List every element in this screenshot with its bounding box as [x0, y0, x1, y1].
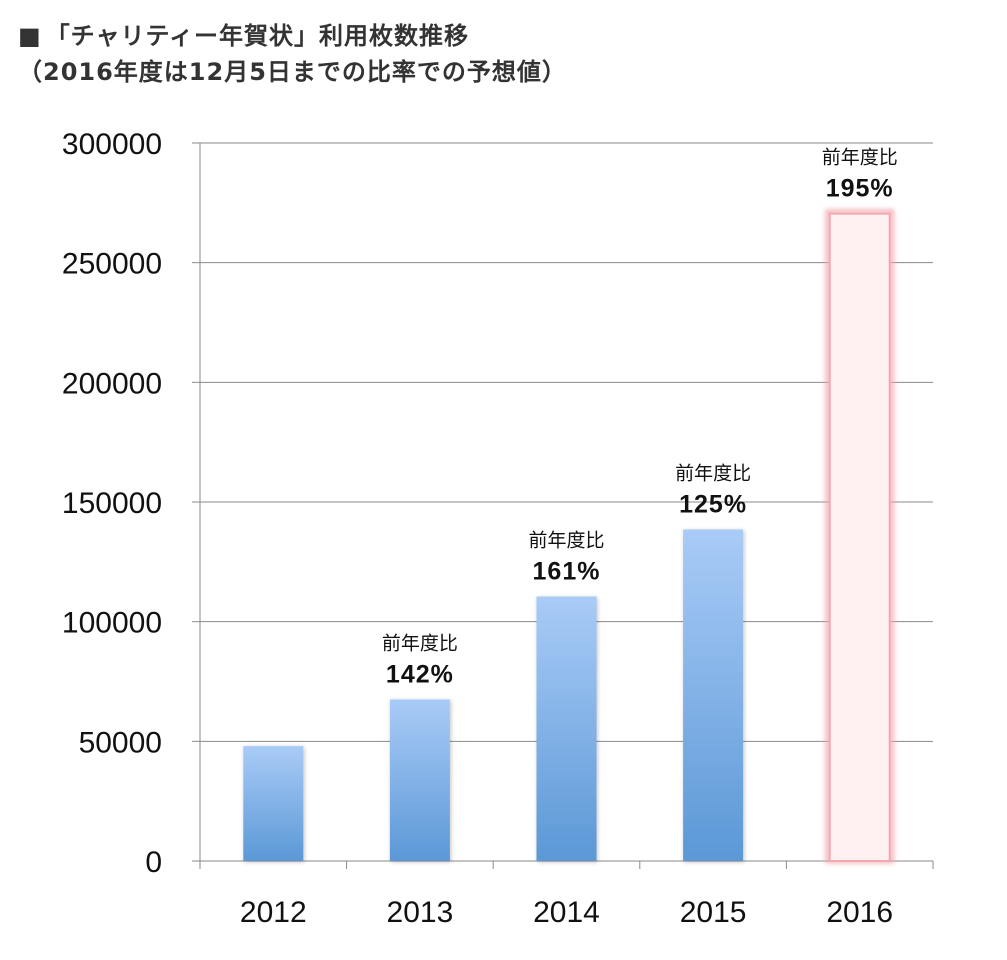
y-axis-tick-labels: 0 50000 100000 150000 200000 250000 300000 — [62, 128, 162, 879]
x-tick-label: 2015 — [680, 896, 747, 929]
annotation-label: 前年度比 — [528, 530, 604, 552]
bar-2013 — [389, 699, 450, 861]
y-tick-label: 300000 — [62, 128, 162, 161]
x-tick-label: 2016 — [826, 896, 893, 929]
annotation-label: 前年度比 — [822, 147, 898, 169]
y-tick-label: 100000 — [62, 607, 162, 640]
bar-2015 — [683, 529, 744, 861]
x-axis-tick-labels: 2012 2013 2014 2015 2016 — [240, 896, 893, 929]
y-tick-label: 150000 — [62, 487, 162, 520]
annotation-label: 前年度比 — [382, 632, 458, 654]
x-tick-label: 2012 — [240, 896, 307, 929]
y-tick-label: 250000 — [62, 248, 162, 281]
bar-annotations: 前年度比 142% 前年度比 161% 前年度比 125% 前年度比 195% — [382, 147, 898, 689]
bars — [243, 209, 895, 864]
x-tick-label: 2014 — [533, 896, 600, 929]
annotation-value: 195% — [826, 175, 894, 203]
gridlines — [200, 142, 933, 742]
title-square-icon: ■ — [18, 22, 42, 50]
chart-title: ■ 「チャリティー年賀状」利用枚数推移 — [18, 18, 567, 54]
annotation-value: 125% — [679, 491, 747, 519]
bar-2012 — [243, 746, 304, 861]
bar-2016 — [828, 212, 891, 862]
annotation-label: 前年度比 — [675, 463, 751, 485]
annotation-value: 142% — [386, 660, 454, 688]
bar-2014 — [536, 596, 597, 861]
x-tick-label: 2013 — [387, 896, 454, 929]
chart-title-text: 「チャリティー年賀状」利用枚数推移 — [45, 22, 470, 50]
annotation-value: 161% — [533, 558, 601, 586]
chart-title-block: ■ 「チャリティー年賀状」利用枚数推移 （2016年度は12月5日までの比率での予… — [18, 18, 567, 90]
y-tick-label: 0 — [145, 846, 162, 879]
y-tick-label: 200000 — [62, 367, 162, 400]
chart-subtitle: （2016年度は12月5日までの比率での予想値） — [18, 58, 567, 86]
y-tick-label: 50000 — [79, 726, 162, 759]
